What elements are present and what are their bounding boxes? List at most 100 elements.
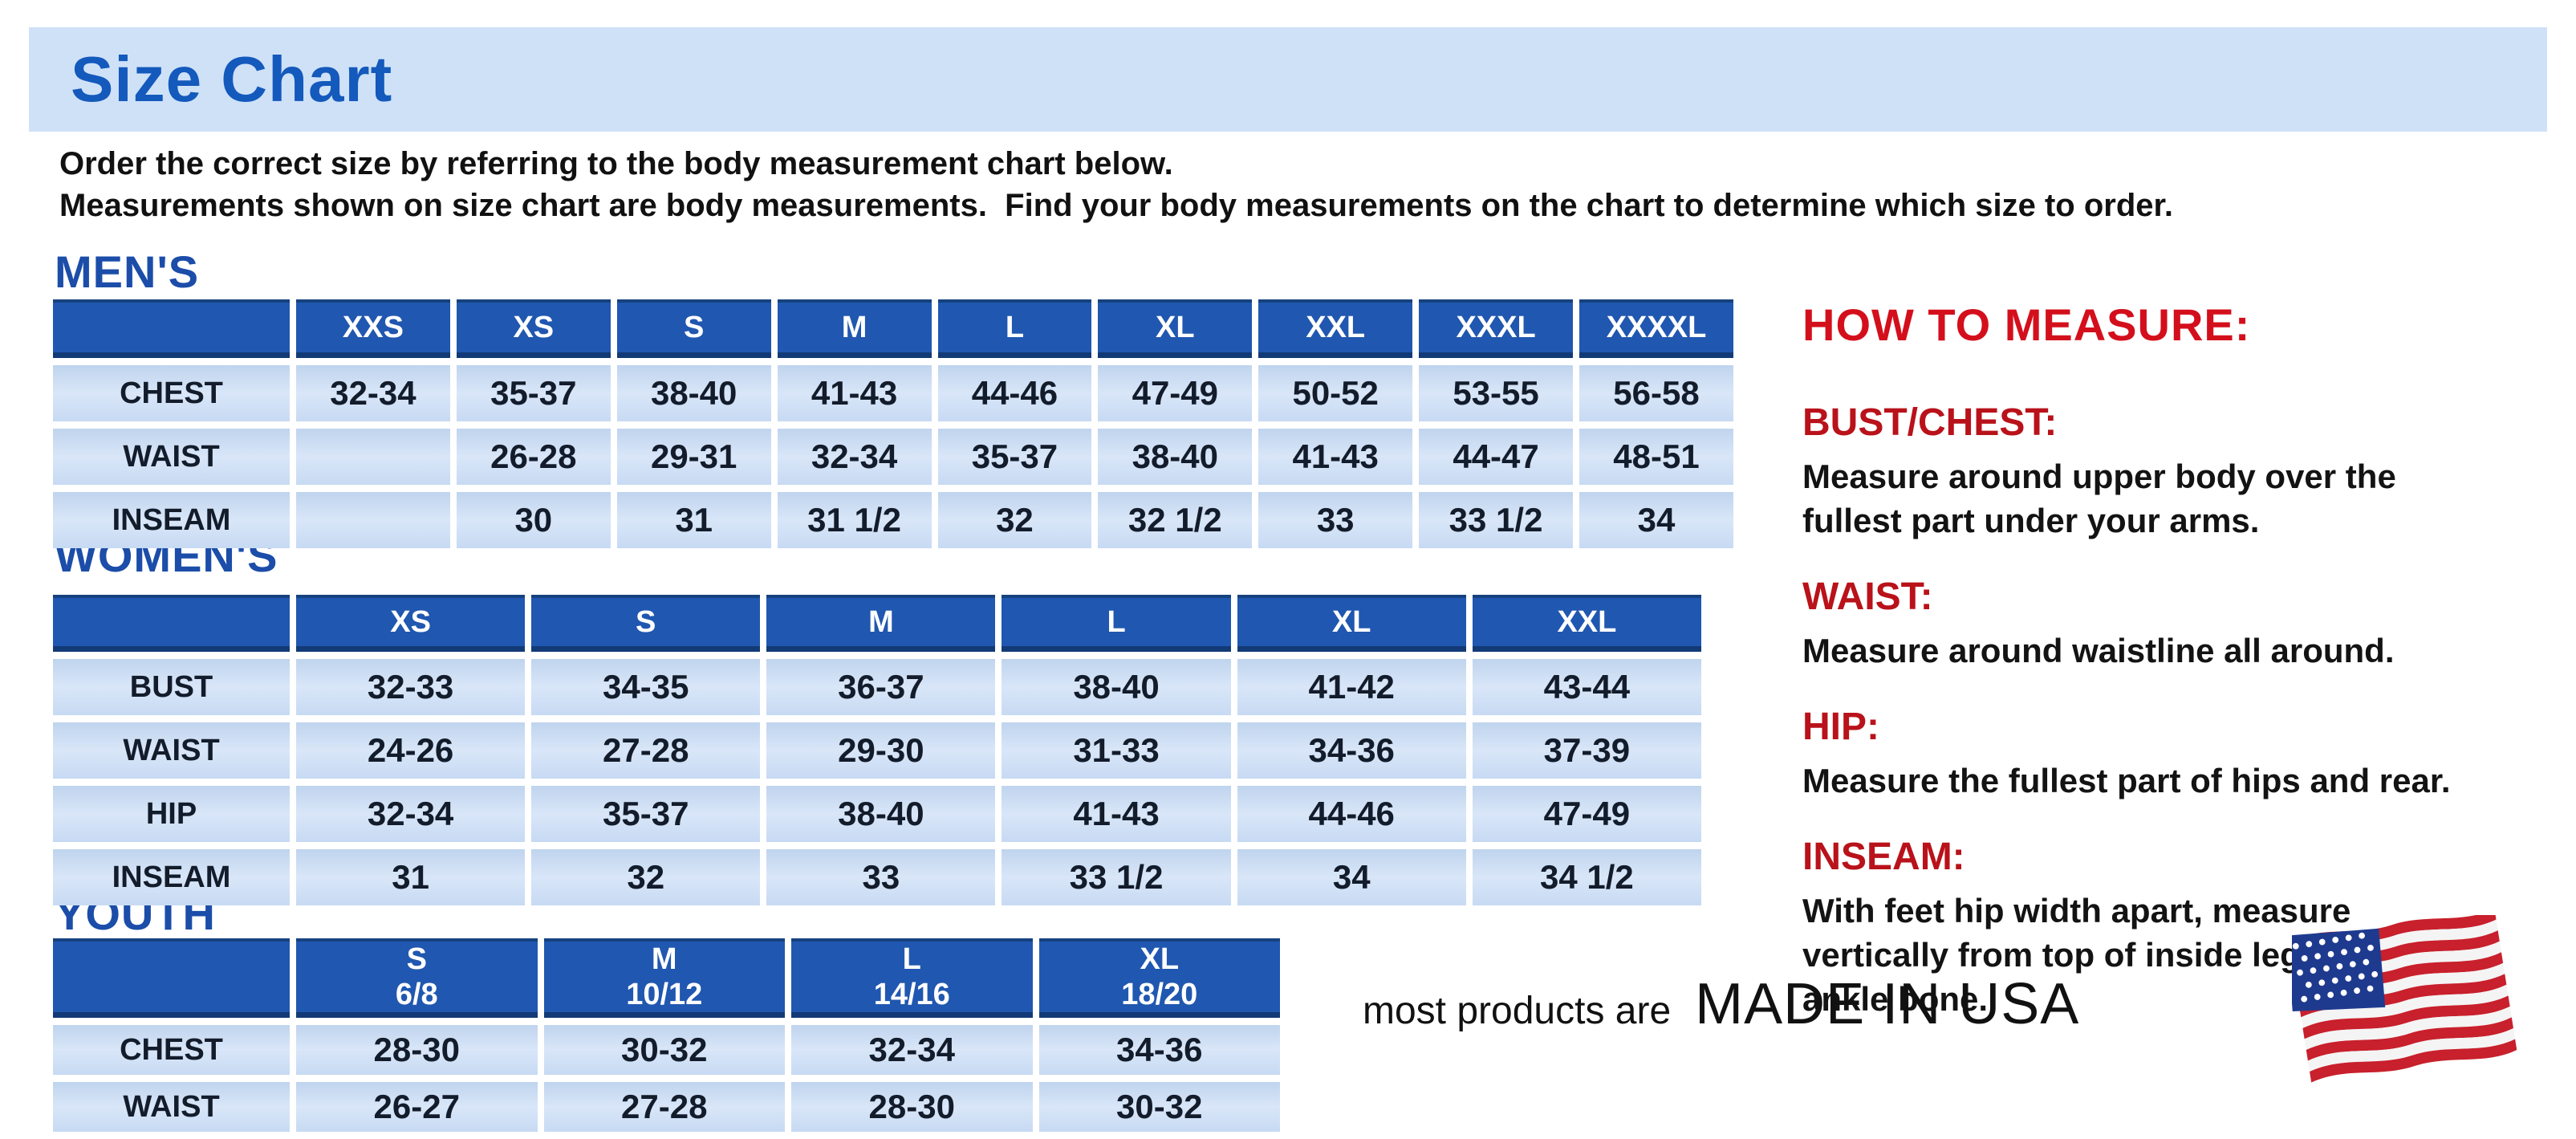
size-value-cell: 27-28 xyxy=(543,1082,785,1132)
table-row: WAIST 26-28 29-31 32-34 35-37 38-40 41-43 44-47… xyxy=(53,429,1733,485)
size-value-cell: 41-43 xyxy=(777,365,932,421)
size-value-cell: 29-30 xyxy=(766,722,996,779)
size-value-cell: 38-40 xyxy=(766,786,996,842)
size-value-cell: 32 xyxy=(531,849,761,905)
size-value-cell: 31 xyxy=(296,849,526,905)
size-value-cell: 32 1/2 xyxy=(1098,492,1253,548)
size-value-cell: 33 1/2 xyxy=(1002,849,1231,905)
size-column-header: L xyxy=(1002,595,1231,652)
intro-line-2: Measurements shown on size chart are bod… xyxy=(59,188,2173,223)
row-label-cell: WAIST xyxy=(53,1082,290,1132)
size-column-header: XL xyxy=(1098,299,1253,358)
size-value-cell: 34-36 xyxy=(1038,1025,1280,1075)
size-value-cell: 28-30 xyxy=(791,1082,1033,1132)
row-label-cell: WAIST xyxy=(53,722,290,779)
youth-size-table: S 6/8 M 10/12 L 14/16 XL 18/20 CHEST 28-30 30-32 32… xyxy=(47,931,1286,1139)
size-value-cell: 34 xyxy=(1237,849,1466,905)
measure-item: HIP: Measure the fullest part of hips and… xyxy=(1802,705,2573,803)
how-to-measure-section: HOW TO MEASURE: BUST/CHEST: Measure aroun… xyxy=(1802,299,2573,1053)
size-value-cell: 33 1/2 xyxy=(1419,492,1573,548)
size-value-cell: 31 1/2 xyxy=(777,492,932,548)
size-value-cell: 30-32 xyxy=(543,1025,785,1075)
size-value-cell: 44-47 xyxy=(1419,429,1573,485)
size-value-cell xyxy=(296,429,450,485)
size-value-cell: 38-40 xyxy=(1098,429,1253,485)
measure-term: HIP: xyxy=(1802,706,1879,748)
size-column-header: XL xyxy=(1237,595,1466,652)
womens-size-table: XS S M L XL XXL BUST 32-33 34-35 36-37 38-40 41-42 4… xyxy=(47,588,1708,913)
mens-size-table: XXS XS S M L XL XXL XXXL XXXXL CHEST 32-34 35-37 38-… xyxy=(47,292,1740,555)
size-value-cell: 32 xyxy=(937,492,1092,548)
size-value-cell xyxy=(296,492,450,548)
size-value-cell: 34-35 xyxy=(531,659,761,715)
size-column-header: XS xyxy=(296,595,526,652)
intro-text: Order the correct size by referring to t… xyxy=(59,143,2173,226)
size-value-cell: 35-37 xyxy=(937,429,1092,485)
measure-description: With feet hip width apart, measure verti… xyxy=(1802,892,2351,1018)
measure-item: BUST/CHEST: Measure around upper body ove… xyxy=(1802,401,2573,543)
table-row: INSEAM 31 32 33 33 1/2 34 34 1/2 xyxy=(53,849,1701,905)
table-row: INSEAM 30 31 31 1/2 32 32 1/2 33 33 1/2 34 xyxy=(53,492,1733,548)
measure-term: WAIST: xyxy=(1802,576,1933,618)
size-value-cell: 27-28 xyxy=(531,722,761,779)
made-in-usa-line: most products are MADE IN USA xyxy=(1363,971,2079,1037)
size-column-header: L xyxy=(937,299,1092,358)
measure-description: Measure around upper body over the fulle… xyxy=(1802,458,2396,539)
size-value-cell: 41-43 xyxy=(1258,429,1413,485)
size-value-cell: 34 xyxy=(1579,492,1733,548)
size-column-header: M xyxy=(766,595,996,652)
size-value-cell: 44-46 xyxy=(937,365,1092,421)
measure-item: WAIST: Measure around waistline all aroun… xyxy=(1802,575,2573,673)
size-value-cell: 32-33 xyxy=(296,659,526,715)
size-value-cell: 53-55 xyxy=(1419,365,1573,421)
size-value-cell: 48-51 xyxy=(1579,429,1733,485)
size-column-header: XS xyxy=(456,299,611,358)
size-value-cell: 36-37 xyxy=(766,659,996,715)
size-value-cell: 35-37 xyxy=(456,365,611,421)
corner-cell xyxy=(53,299,290,358)
size-value-cell: 32-34 xyxy=(791,1025,1033,1075)
size-value-cell: 28-30 xyxy=(296,1025,538,1075)
row-label-cell: CHEST xyxy=(53,1025,290,1075)
table-row: BUST 32-33 34-35 36-37 38-40 41-42 43-44 xyxy=(53,659,1701,715)
size-column-header: XXS xyxy=(296,299,450,358)
made-in-prefix: most products are xyxy=(1363,990,1672,1032)
size-value-cell: 34 1/2 xyxy=(1472,849,1701,905)
table-row: HIP 32-34 35-37 38-40 41-43 44-46 47-49 xyxy=(53,786,1701,842)
size-column-header: XXL xyxy=(1472,595,1701,652)
size-column-header: S xyxy=(616,299,771,358)
size-value-cell: 43-44 xyxy=(1472,659,1701,715)
table-row: CHEST 28-30 30-32 32-34 34-36 xyxy=(53,1025,1280,1075)
size-column-header: M 10/12 xyxy=(543,938,785,1018)
measure-term: INSEAM: xyxy=(1802,836,1965,878)
size-column-header: XL 18/20 xyxy=(1038,938,1280,1018)
size-value-cell: 33 xyxy=(1258,492,1413,548)
size-value-cell: 24-26 xyxy=(296,722,526,779)
size-value-cell: 41-42 xyxy=(1237,659,1466,715)
title-banner: Size Chart xyxy=(29,27,2547,132)
intro-line-1: Order the correct size by referring to t… xyxy=(59,146,1173,181)
size-value-cell: 32-34 xyxy=(777,429,932,485)
size-value-cell: 32-34 xyxy=(296,365,450,421)
header-row: XS S M L XL XXL xyxy=(53,595,1701,652)
size-value-cell: 30-32 xyxy=(1038,1082,1280,1132)
size-column-header: S 6/8 xyxy=(296,938,538,1018)
measure-description: Measure the fullest part of hips and rea… xyxy=(1802,762,2451,799)
size-value-cell: 37-39 xyxy=(1472,722,1701,779)
row-label-cell: BUST xyxy=(53,659,290,715)
size-value-cell: 38-40 xyxy=(1002,659,1231,715)
row-label-cell: INSEAM xyxy=(53,849,290,905)
table-row: WAIST 24-26 27-28 29-30 31-33 34-36 37-39 xyxy=(53,722,1701,779)
size-value-cell: 26-27 xyxy=(296,1082,538,1132)
measure-item: INSEAM: With feet hip width apart, measur… xyxy=(1802,835,2573,1021)
size-value-cell: 30 xyxy=(456,492,611,548)
row-label-cell: WAIST xyxy=(53,429,290,485)
size-value-cell: 56-58 xyxy=(1579,365,1733,421)
size-value-cell: 47-49 xyxy=(1472,786,1701,842)
womens-size-table-container: XS S M L XL XXL BUST 32-33 34-35 36-37 38-40 41-42 4… xyxy=(47,588,1708,913)
page-title: Size Chart xyxy=(71,43,393,115)
size-value-cell: 50-52 xyxy=(1258,365,1413,421)
table-row: CHEST 32-34 35-37 38-40 41-43 44-46 47-49 50-52… xyxy=(53,365,1733,421)
how-to-measure-heading: HOW TO MEASURE: xyxy=(1802,299,2251,350)
measure-description: Measure around waistline all around. xyxy=(1802,632,2395,669)
